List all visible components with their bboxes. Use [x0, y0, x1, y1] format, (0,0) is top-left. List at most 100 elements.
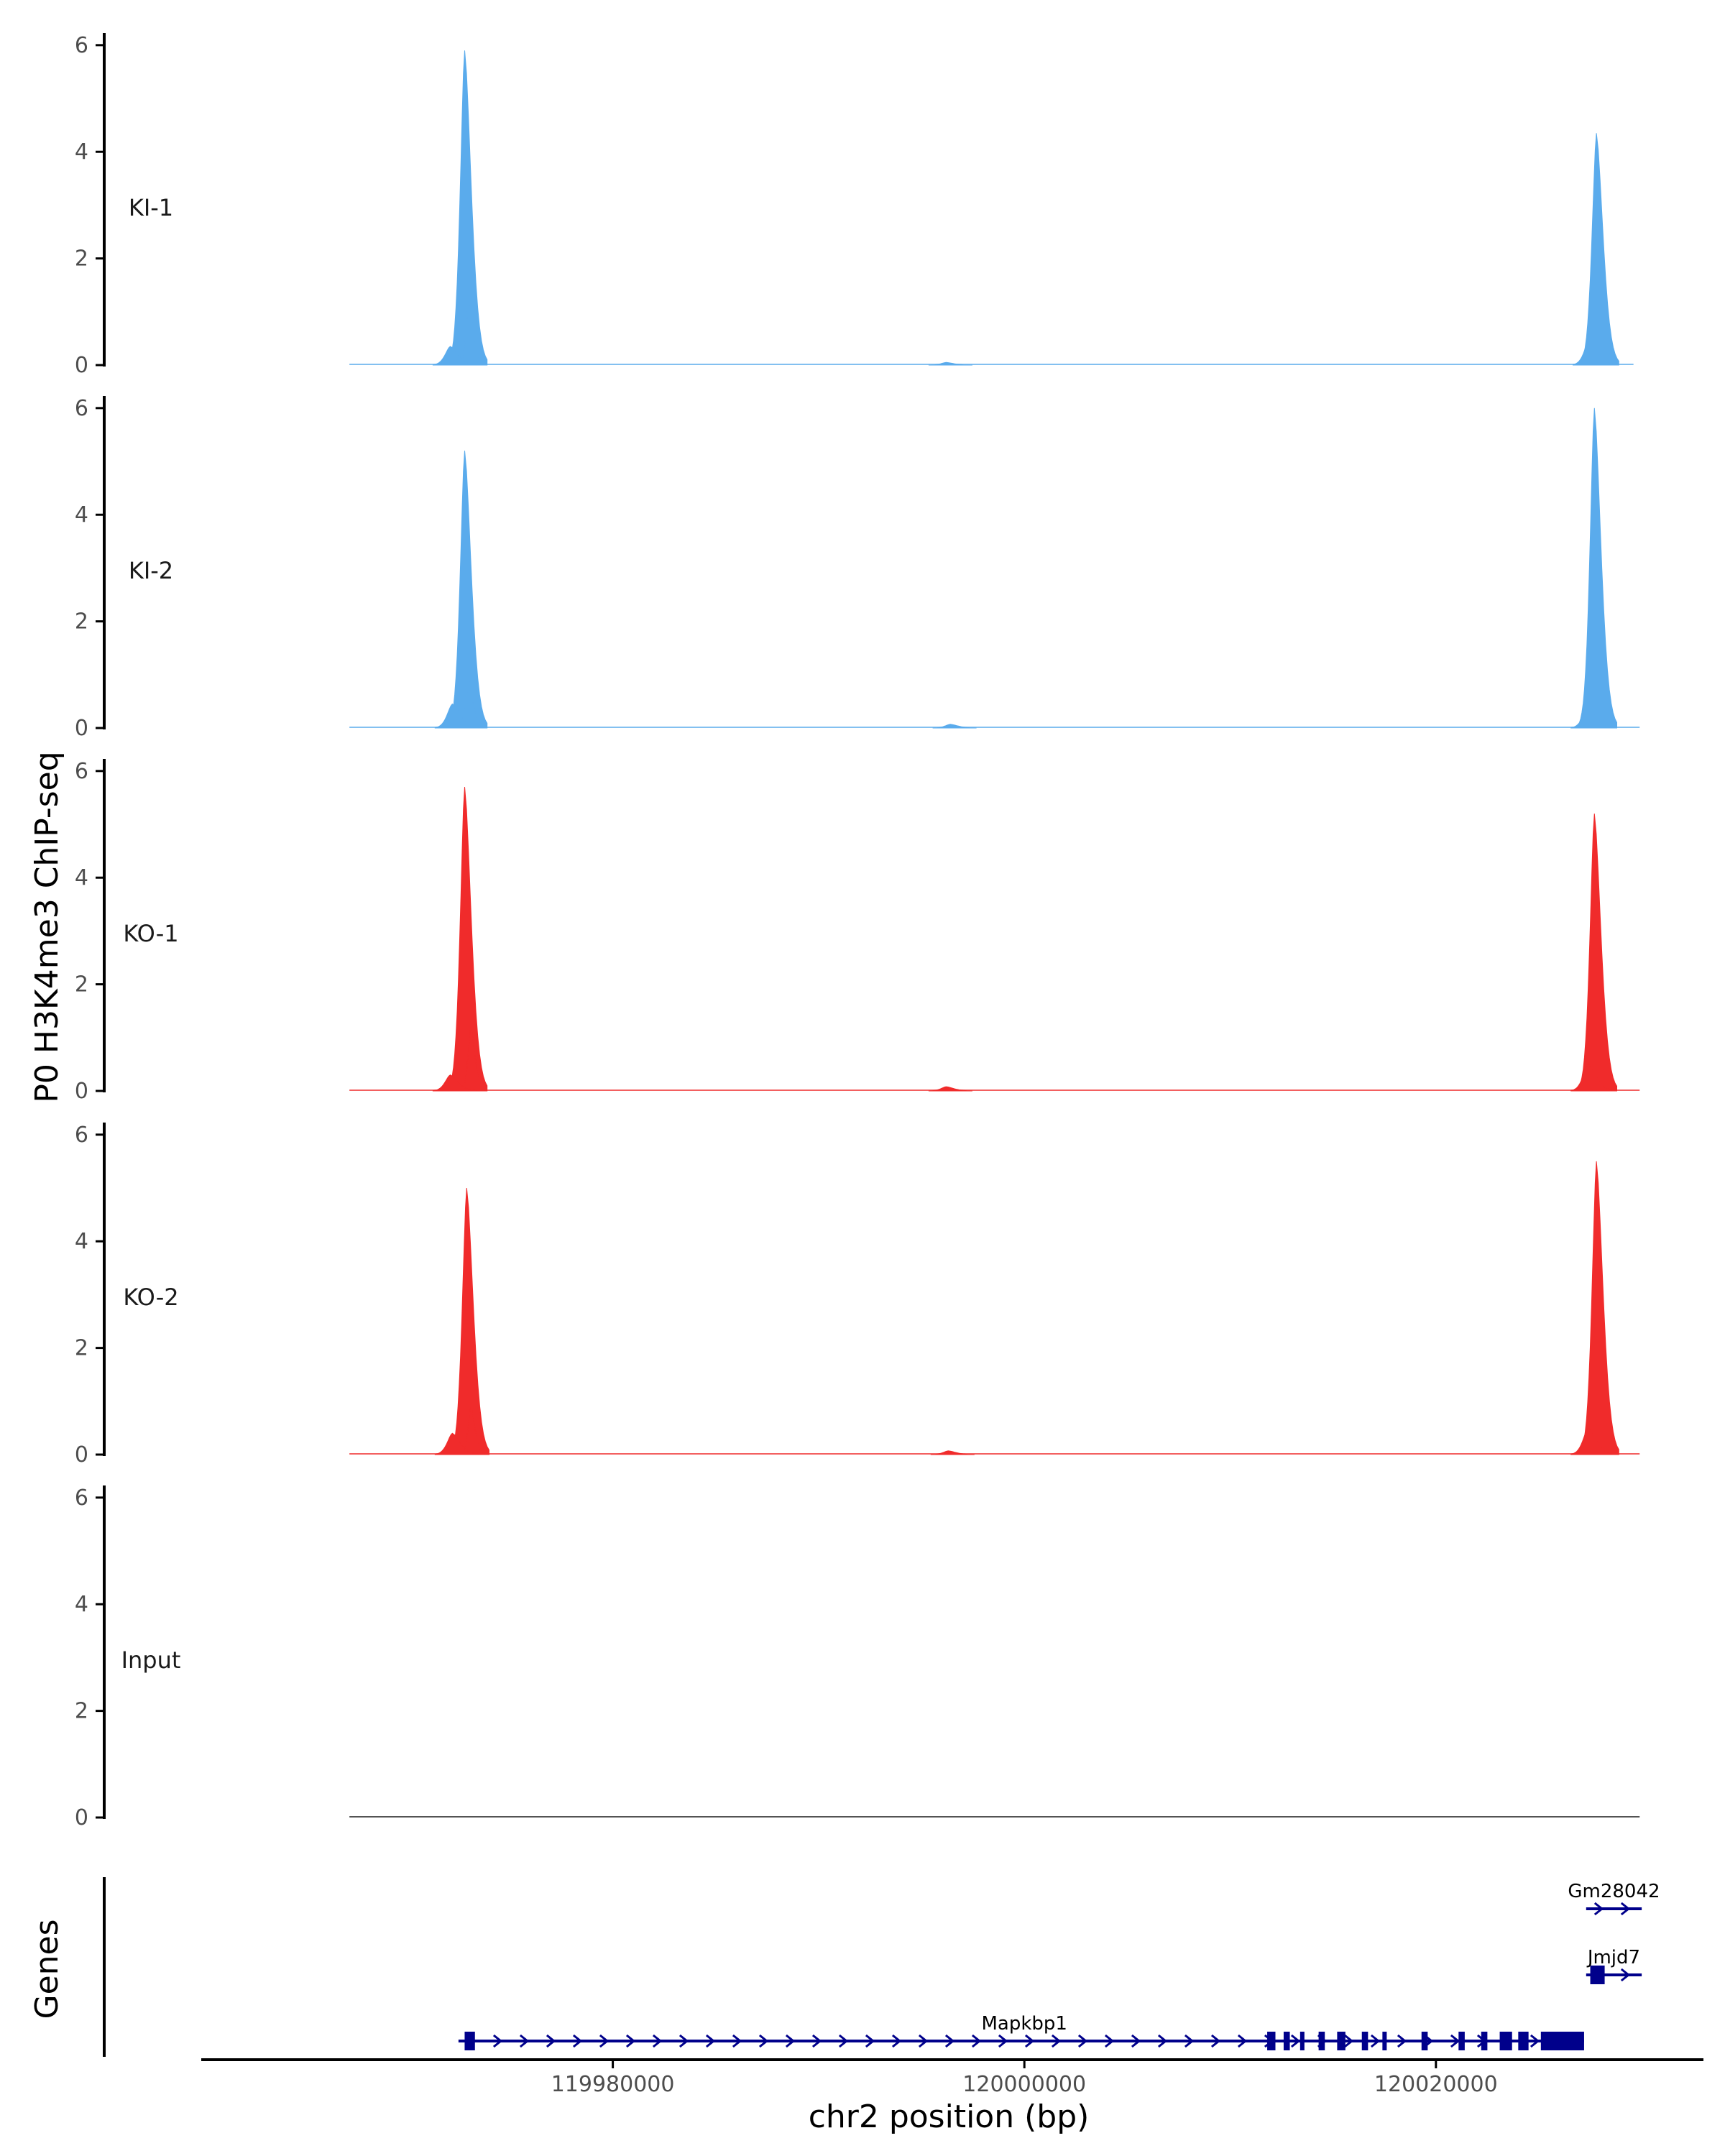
peak: [1579, 814, 1617, 1092]
strand-arrow: [1620, 1968, 1631, 1982]
y-tick-label: 4: [75, 1229, 88, 1254]
x-tick-label: 120020000: [1374, 2072, 1498, 2097]
y-tick-label: 2: [75, 1699, 88, 1724]
exon: [1267, 2032, 1276, 2050]
y-tick-label: 2: [75, 972, 88, 998]
strand-arrow: [1077, 2034, 1088, 2048]
peak: [449, 50, 488, 366]
strand-arrow: [891, 2034, 902, 2048]
peak: [930, 1450, 975, 1455]
gene-gm28042: Gm28042: [1568, 1881, 1660, 1916]
y-tick-label: 6: [75, 33, 88, 58]
strand-arrow: [1237, 2034, 1248, 2048]
track-input: 0 2 4 6 Input: [75, 1485, 1640, 1830]
strand-arrow: [492, 2034, 503, 2048]
signal-tracks: 0 2 4 6 KI-1 0 2 4 6 KI-2 0 2 4 6 KO-1 0 2 4 6 KO-2 0 2 4 6 Inpu…: [75, 33, 1640, 1830]
peak: [449, 451, 488, 729]
peak: [434, 1432, 479, 1455]
strand-arrow: [652, 2034, 663, 2048]
peak: [461, 1026, 485, 1092]
y-tick-label: 6: [75, 1123, 88, 1148]
track-label-ki-2: KI-2: [129, 557, 173, 584]
gene-label-mapkbp1: Mapkbp1: [981, 2013, 1067, 2035]
peak: [1570, 1427, 1615, 1455]
y-tick-label: 4: [75, 502, 88, 528]
gene-label-gm28042: Gm28042: [1568, 1881, 1660, 1902]
peak: [449, 787, 488, 1092]
peak: [928, 361, 972, 366]
track-label-input: Input: [121, 1646, 181, 1674]
y-tick-label: 6: [75, 396, 88, 421]
gene-label-jmjd7: Jmjd7: [1586, 1947, 1640, 1968]
y-tick-label: 2: [75, 247, 88, 272]
exon: [1300, 2032, 1305, 2050]
y-tick-label: 0: [75, 716, 88, 741]
strand-arrow: [944, 2034, 955, 2048]
track-ko-2: 0 2 4 6 KO-2: [75, 1123, 1640, 1468]
strand-arrow: [572, 2034, 583, 2048]
track-ki-1: 0 2 4 6 KI-1: [75, 33, 1634, 378]
strand-arrow: [546, 2034, 556, 2048]
peak: [1573, 335, 1616, 366]
strand-arrow: [1157, 2034, 1168, 2048]
exon: [1382, 2032, 1387, 2050]
exon: [1518, 2032, 1529, 2050]
y-tick-label: 0: [75, 1442, 88, 1468]
track-ki-2: 0 2 4 6 KI-2: [75, 396, 1640, 741]
strand-arrow: [838, 2034, 849, 2048]
strand-arrow: [811, 2034, 822, 2048]
exon: [1458, 2032, 1465, 2050]
peak: [928, 1086, 972, 1092]
strand-arrow: [732, 2034, 742, 2048]
peak: [1579, 407, 1617, 729]
x-axis: 119980000 120000000 120020000: [201, 2058, 1703, 2097]
strand-arrow: [1450, 2034, 1460, 2048]
x-axis-title: chr2 position (bp): [809, 2099, 1090, 2135]
gene-jmjd7: Jmjd7: [1586, 1947, 1642, 1984]
gene-track: Gm28042 Jmjd7 Mapkbp1: [103, 1877, 1660, 2057]
strand-arrow: [1184, 2034, 1195, 2048]
x-tick-label: 120000000: [962, 2072, 1086, 2097]
y-tick-label: 4: [75, 865, 88, 890]
peak: [432, 346, 477, 366]
peak: [1570, 706, 1615, 729]
y-tick-label: 0: [75, 353, 88, 378]
strand-arrow: [1051, 2034, 1062, 2048]
strand-arrow: [1620, 1902, 1631, 1916]
exon: [1361, 2032, 1368, 2050]
strand-arrow: [1530, 2034, 1540, 2048]
track-label-ko-2: KO-2: [123, 1284, 178, 1311]
strand-arrow: [1131, 2034, 1141, 2048]
strand-arrow: [971, 2034, 982, 2048]
strand-arrow: [1593, 1902, 1604, 1916]
y-tick-label: 6: [75, 759, 88, 784]
y-tick-label: 0: [75, 1079, 88, 1104]
peak: [1570, 1064, 1615, 1092]
exon: [1318, 2032, 1325, 2050]
strand-arrow: [1210, 2034, 1221, 2048]
strand-arrow: [625, 2034, 636, 2048]
y-tick-label: 4: [75, 1592, 88, 1617]
strand-arrow: [1024, 2034, 1035, 2048]
exon: [1590, 1966, 1605, 1984]
gene-track-title: Genes: [29, 1919, 65, 2019]
exon: [1481, 2032, 1488, 2050]
exon: [1421, 2032, 1428, 2050]
strand-arrow: [865, 2034, 875, 2048]
track-label-ki-1: KI-1: [129, 194, 173, 221]
strand-arrow: [1370, 2034, 1381, 2048]
exon: [464, 2032, 475, 2050]
y-tick-label: 4: [75, 139, 88, 165]
strand-arrow: [1104, 2034, 1115, 2048]
strand-arrow: [519, 2034, 530, 2048]
strand-arrow: [1397, 2034, 1407, 2048]
exon: [1499, 2032, 1512, 2050]
x-tick-label: 119980000: [551, 2072, 675, 2097]
gene-mapkbp1: Mapkbp1: [458, 2013, 1584, 2050]
track-label-ko-1: KO-1: [123, 920, 178, 947]
strand-arrow: [785, 2034, 796, 2048]
y-tick-label: 2: [75, 1336, 88, 1361]
strand-arrow: [758, 2034, 769, 2048]
strand-arrow: [918, 2034, 929, 2048]
peak: [432, 1074, 477, 1092]
